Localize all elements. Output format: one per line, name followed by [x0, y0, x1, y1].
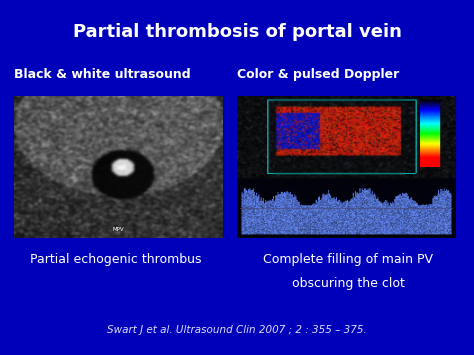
Text: Swart J et al. Ultrasound Clin 2007 ; 2 : 355 – 375.: Swart J et al. Ultrasound Clin 2007 ; 2 …	[107, 325, 367, 335]
Text: MPV: MPV	[113, 227, 124, 232]
Text: Black & white ultrasound: Black & white ultrasound	[14, 68, 191, 81]
Text: Complete filling of main PV: Complete filling of main PV	[264, 253, 433, 266]
Text: obscuring the clot: obscuring the clot	[292, 278, 405, 290]
Text: Partial echogenic thrombus: Partial echogenic thrombus	[30, 253, 202, 266]
Text: Partial thrombosis of portal vein: Partial thrombosis of portal vein	[73, 23, 401, 41]
Text: Color & pulsed Doppler: Color & pulsed Doppler	[237, 68, 399, 81]
